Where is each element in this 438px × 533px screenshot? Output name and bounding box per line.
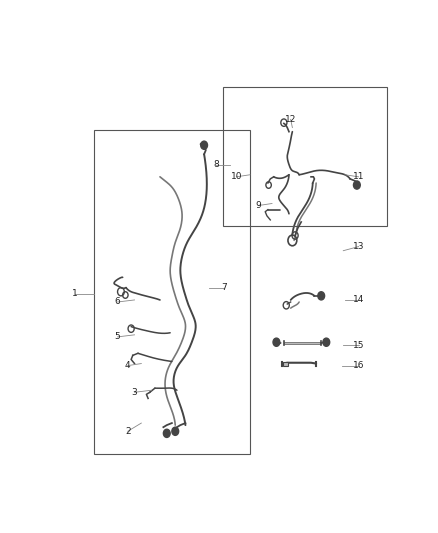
- Text: 3: 3: [132, 388, 138, 397]
- Text: 2: 2: [125, 427, 131, 436]
- Text: 13: 13: [353, 242, 364, 251]
- Text: 7: 7: [222, 283, 227, 292]
- Text: 5: 5: [115, 333, 120, 341]
- Circle shape: [323, 338, 330, 346]
- Text: 4: 4: [125, 361, 131, 370]
- Circle shape: [353, 181, 360, 189]
- Text: 9: 9: [255, 201, 261, 210]
- Text: 11: 11: [353, 172, 364, 181]
- Circle shape: [172, 427, 179, 435]
- Text: 1: 1: [72, 289, 78, 298]
- Text: 16: 16: [353, 361, 364, 370]
- Text: 6: 6: [115, 297, 120, 306]
- Text: 15: 15: [353, 341, 364, 350]
- Circle shape: [201, 141, 208, 149]
- Text: 12: 12: [285, 115, 297, 124]
- Bar: [223, 86, 387, 226]
- Circle shape: [273, 338, 280, 346]
- Text: 14: 14: [353, 295, 364, 304]
- Circle shape: [318, 292, 325, 300]
- Circle shape: [163, 429, 170, 438]
- Text: 8: 8: [213, 160, 219, 169]
- Text: 10: 10: [230, 172, 242, 181]
- Bar: [94, 130, 250, 454]
- Bar: [283, 362, 288, 366]
